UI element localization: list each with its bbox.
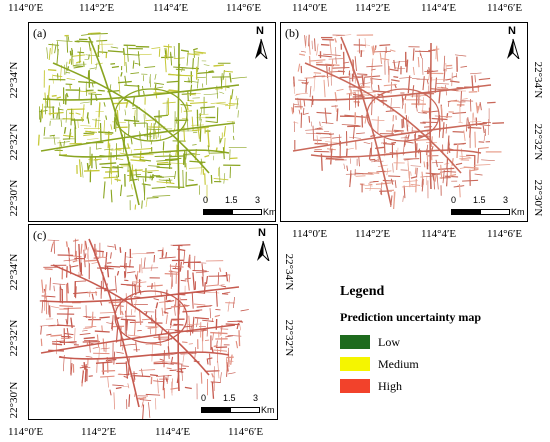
scale-tick-0-b: 0: [451, 195, 457, 205]
lon-label-top-a-0: 114°0′E: [8, 2, 44, 14]
north-arrow-c: N: [253, 227, 273, 261]
major-road: [42, 84, 240, 101]
north-arrow-b: N: [503, 25, 523, 59]
scale-bar-black-b: [451, 209, 481, 215]
lon-label-top-a-3: 114°6′E: [226, 2, 262, 14]
road-network-a: [37, 32, 248, 211]
major-road: [58, 149, 230, 158]
lon-label-bottom-b-1: 114°2′E: [355, 228, 391, 240]
lat-label-right-b-2: 22°30′N: [532, 179, 544, 217]
lat-label-right-b-1: 22°32′N: [532, 123, 544, 161]
map-panel-c: (c) N 0 1.5 3 Km: [28, 224, 278, 420]
lon-label-top-b-0: 114°0′E: [292, 2, 328, 14]
legend-subtitle: Prediction uncertainty map: [340, 310, 482, 324]
lat-label-left-a-1: 22°32′N: [8, 123, 20, 161]
lon-label-bottom-c-1: 114°2′E: [81, 426, 117, 438]
legend-label-high: High: [378, 378, 402, 393]
major-road: [294, 84, 492, 101]
legend-item-low: Low: [340, 331, 540, 353]
legend-item-high: High: [340, 375, 540, 397]
legend-swatch-low: [340, 335, 370, 349]
lon-label-top-b-3: 114°6′E: [487, 2, 523, 14]
north-arrow-a: N: [251, 25, 271, 59]
scale-tick-1-a: 1.5: [225, 195, 238, 205]
map-panel-a: (a) N 0 1.5 3 Km: [28, 22, 276, 222]
panel-label-b: (b): [285, 26, 299, 40]
lon-label-bottom-b-3: 114°6′E: [487, 228, 523, 240]
major-road: [88, 36, 140, 206]
north-label-b: N: [508, 25, 516, 37]
lon-label-top-b-2: 114°4′E: [421, 2, 457, 14]
panel-label-c: (c): [33, 228, 47, 242]
ring-road: [114, 88, 188, 142]
road-segments: [37, 32, 248, 211]
lon-label-top-a-2: 114°4′E: [153, 2, 189, 14]
scale-tick-1-c: 1.5: [223, 393, 236, 403]
major-road: [340, 36, 392, 206]
scale-bar-white-c: [230, 407, 260, 413]
scale-tick-1-b: 1.5: [473, 195, 486, 205]
lon-label-bottom-b-0: 114°0′E: [292, 228, 328, 240]
scale-bar-c: 0 1.5 3 Km: [201, 393, 277, 415]
road-segments: [39, 238, 249, 419]
legend-item-medium: Medium: [340, 353, 540, 375]
major-road: [58, 351, 230, 360]
lat-label-left-c-1: 22°32′N: [8, 319, 20, 357]
scale-tick-0-c: 0: [201, 393, 207, 403]
major-road: [310, 149, 482, 158]
scale-tick-0-a: 0: [203, 195, 209, 205]
legend-label-low: Low: [378, 334, 400, 349]
major-road: [88, 238, 140, 408]
road-network-c: [39, 238, 249, 419]
lon-label-bottom-c-0: 114°0′E: [8, 426, 44, 438]
major-road: [40, 122, 236, 152]
lon-label-top-b-1: 114°2′E: [355, 2, 391, 14]
ring-road: [114, 290, 188, 344]
legend-title: Legend: [340, 284, 385, 299]
map-panel-b: (b) N 0 1.5 3 Km: [280, 22, 528, 222]
scale-bar-b: 0 1.5 3 Km: [451, 195, 527, 217]
north-label-c: N: [258, 227, 266, 239]
scale-bar-white-a: [232, 209, 262, 215]
scale-bar-black-a: [203, 209, 233, 215]
scale-bar-black-c: [201, 407, 231, 413]
lat-label-right-c-1: 22°32′N: [283, 319, 295, 357]
lon-label-bottom-b-2: 114°4′E: [421, 228, 457, 240]
scale-unit-a: Km: [263, 207, 276, 217]
north-arrow-icon: [255, 38, 268, 59]
major-road: [429, 42, 432, 190]
major-road: [177, 42, 180, 190]
legend-swatch-medium: [340, 357, 370, 371]
north-label-a: N: [256, 25, 264, 37]
north-arrow-icon: [507, 38, 520, 59]
major-road: [177, 244, 180, 392]
lat-label-left-a-2: 22°30′N: [8, 179, 20, 217]
scale-unit-b: Km: [511, 207, 525, 217]
major-road: [292, 122, 488, 152]
scale-bar-a: 0 1.5 3 Km: [203, 195, 276, 217]
major-road: [40, 324, 236, 354]
legend: Legend Prediction uncertainty map Low Me…: [340, 284, 540, 397]
scale-tick-2-a: 3: [255, 195, 261, 205]
scale-tick-2-c: 3: [253, 393, 259, 403]
road-network-b: [291, 34, 505, 210]
lat-label-right-c-0: 22°34′N: [283, 253, 295, 291]
north-arrow-icon: [257, 240, 270, 261]
ring-road: [366, 88, 440, 142]
scale-bar-white-b: [480, 209, 510, 215]
lat-label-left-c-2: 22°30′N: [8, 381, 20, 419]
scale-tick-2-b: 3: [503, 195, 509, 205]
major-road: [42, 286, 240, 303]
lon-label-top-a-1: 114°2′E: [79, 2, 115, 14]
panel-label-a: (a): [33, 26, 47, 40]
lat-label-left-a-0: 22°34′N: [8, 61, 20, 99]
lon-label-bottom-c-3: 114°6′E: [228, 426, 264, 438]
legend-label-medium: Medium: [378, 356, 419, 371]
scale-unit-c: Km: [261, 405, 275, 415]
lat-label-right-b-0: 22°34′N: [532, 61, 544, 99]
legend-swatch-high: [340, 379, 370, 393]
lon-label-bottom-c-2: 114°4′E: [155, 426, 191, 438]
road-segments: [291, 34, 505, 210]
lat-label-left-c-0: 22°34′N: [8, 253, 20, 291]
